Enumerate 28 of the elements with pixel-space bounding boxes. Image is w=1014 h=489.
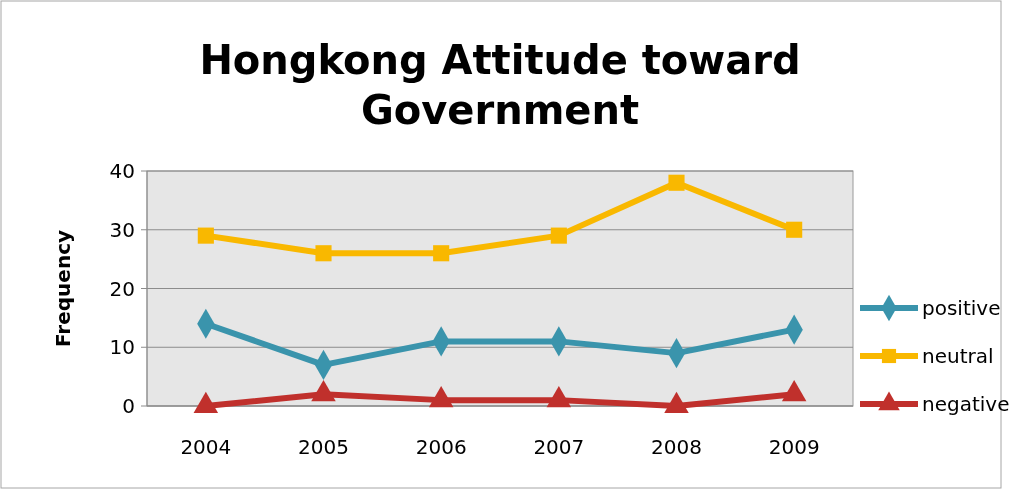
point <box>546 385 572 408</box>
point <box>550 227 567 244</box>
y-tick-label: 20 <box>109 276 135 301</box>
chart-title: Hongkong Attitude toward Government <box>199 37 801 133</box>
x-tick-label: 2007 <box>533 435 585 459</box>
legend-label: negative <box>922 392 1010 416</box>
point <box>433 245 450 262</box>
point <box>315 245 332 262</box>
x-tick-label: 2004 <box>180 435 232 459</box>
point <box>193 391 219 414</box>
point <box>428 385 454 408</box>
point <box>197 227 214 244</box>
x-tick-label: 2006 <box>415 435 467 459</box>
point <box>786 221 803 238</box>
legend-label: neutral <box>922 344 994 368</box>
y-tick-label: 0 <box>122 394 135 418</box>
point <box>781 380 807 402</box>
x-tick-label: 2005 <box>298 435 349 459</box>
y-axis-title: Frequency <box>51 229 75 348</box>
y-tick-label: 10 <box>109 335 135 360</box>
point <box>311 380 336 402</box>
point <box>668 174 685 191</box>
legend-label: positive <box>922 296 1001 320</box>
x-tick-label: 2009 <box>768 435 820 459</box>
y-tick-label: 30 <box>109 217 135 242</box>
y-tick-label: 40 <box>109 159 135 183</box>
x-tick-label: 2008 <box>651 435 702 459</box>
point <box>664 391 689 414</box>
